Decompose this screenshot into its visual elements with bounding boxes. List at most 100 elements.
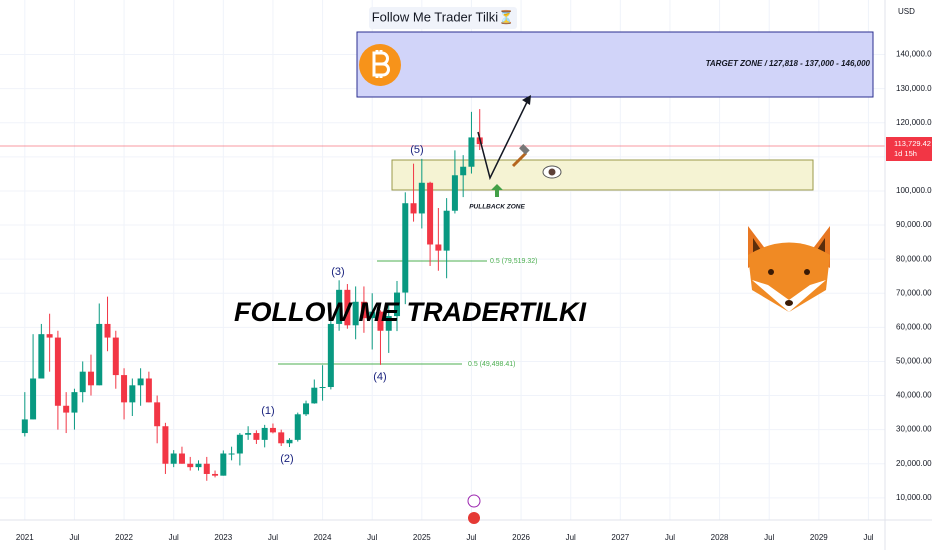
candle-body: [154, 402, 161, 427]
candle: [46, 313, 53, 372]
candle-body: [303, 403, 310, 415]
fox-icon: [748, 226, 830, 312]
candle: [394, 280, 401, 332]
candle: [468, 111, 475, 174]
candle: [369, 293, 376, 350]
candle-body: [336, 289, 343, 324]
candle: [112, 330, 119, 389]
candle-body: [344, 289, 351, 326]
y-axis: 10,000.00 20,000.00 30,000.00 40,000.00 50,0…: [896, 50, 932, 502]
x-tick-label: Jul: [466, 533, 476, 542]
candle: [278, 429, 285, 447]
candle-body: [46, 334, 53, 338]
candle: [96, 303, 103, 386]
y-tick-label: 100,000.00: [896, 186, 932, 195]
candle-body: [38, 334, 45, 379]
candle: [435, 208, 442, 271]
projection-arrow: [477, 99, 529, 181]
candle-body: [228, 453, 235, 455]
candle-body: [187, 463, 194, 468]
x-axis: 2021 Jul 2022 Jul 2023 Jul 2024 Jul 2025 Jul 2026 J…: [16, 533, 874, 542]
up-arrow-icon: [491, 184, 503, 197]
x-tick-label: Jul: [863, 533, 873, 542]
y-tick-label: 60,000.00: [896, 322, 932, 331]
candle-body: [129, 385, 136, 403]
candle: [170, 450, 177, 468]
y-tick-label: 80,000.00: [896, 254, 932, 263]
candle: [385, 305, 392, 353]
y-tick-label: 10,000.00: [896, 493, 932, 502]
candle: [245, 426, 252, 440]
candle: [261, 424, 268, 448]
x-tick-label: Jul: [69, 533, 79, 542]
target-zone: [356, 31, 874, 98]
x-tick-label: Jul: [665, 533, 675, 542]
candle: [460, 155, 467, 198]
x-tick-label: 2023: [214, 533, 232, 542]
candle: [427, 181, 434, 266]
x-tick-label: 2027: [611, 533, 629, 542]
wave-label: (2): [280, 453, 293, 465]
candle-body: [21, 419, 28, 434]
hammer-icon: [511, 144, 530, 168]
candle: [360, 286, 367, 333]
candle: [410, 163, 417, 222]
candle: [352, 286, 359, 340]
candle-body: [220, 453, 227, 476]
candle-body: [71, 392, 78, 413]
candle: [195, 460, 202, 471]
candle: [38, 323, 45, 379]
candle: [104, 296, 111, 352]
candle: [79, 361, 86, 403]
candle-body: [236, 434, 243, 454]
candle: [236, 433, 243, 466]
candle: [451, 150, 458, 214]
eye-icon: [542, 165, 562, 179]
candle-body: [402, 203, 409, 293]
y-tick-label: 50,000.00: [896, 357, 932, 366]
target-zone-label: TARGET ZONE / 127,818 - 137,000 - 146,00…: [706, 59, 871, 68]
candles: [21, 109, 483, 481]
y-tick-label: 70,000.00: [896, 288, 932, 297]
countdown: 1d 15h: [894, 149, 917, 158]
candle-body: [162, 426, 169, 464]
candle-body: [327, 323, 334, 388]
candle: [418, 158, 425, 229]
candle: [327, 313, 334, 390]
watermark: FOLLOW ME TRADERTILKI: [234, 297, 586, 327]
candle: [21, 392, 28, 437]
candle: [286, 438, 293, 448]
candle-body: [369, 311, 376, 319]
candle-body: [54, 337, 61, 406]
candle-body: [112, 337, 119, 376]
candle: [402, 192, 409, 305]
candle-body: [145, 378, 152, 403]
chart-title: Follow Me Trader Tilki⏳: [372, 9, 515, 24]
candle-body: [468, 137, 475, 167]
candle: [344, 284, 351, 329]
y-tick-label: 30,000.00: [896, 425, 932, 434]
candle-body: [286, 439, 293, 444]
arrow-head: [522, 95, 531, 105]
candle-body: [87, 371, 94, 386]
x-tick-label: 2026: [512, 533, 530, 542]
candle-body: [170, 453, 177, 464]
candle-body: [451, 175, 458, 211]
pullback-zone-label: PULLBACK ZONE: [469, 204, 525, 211]
x-tick-label: Jul: [566, 533, 576, 542]
candle: [253, 430, 260, 444]
candle: [54, 330, 61, 430]
wave-labels: (1) (2) (3) (4) (5): [261, 144, 423, 465]
x-tick-label: 2029: [810, 533, 828, 542]
candle: [294, 412, 301, 442]
candle-body: [319, 387, 326, 389]
candle: [443, 198, 450, 279]
candle: [121, 368, 128, 420]
candle-body: [360, 301, 367, 319]
candle: [269, 423, 276, 434]
candle-body: [104, 323, 111, 338]
bitcoin-logo: [359, 44, 401, 86]
candle: [187, 456, 194, 471]
